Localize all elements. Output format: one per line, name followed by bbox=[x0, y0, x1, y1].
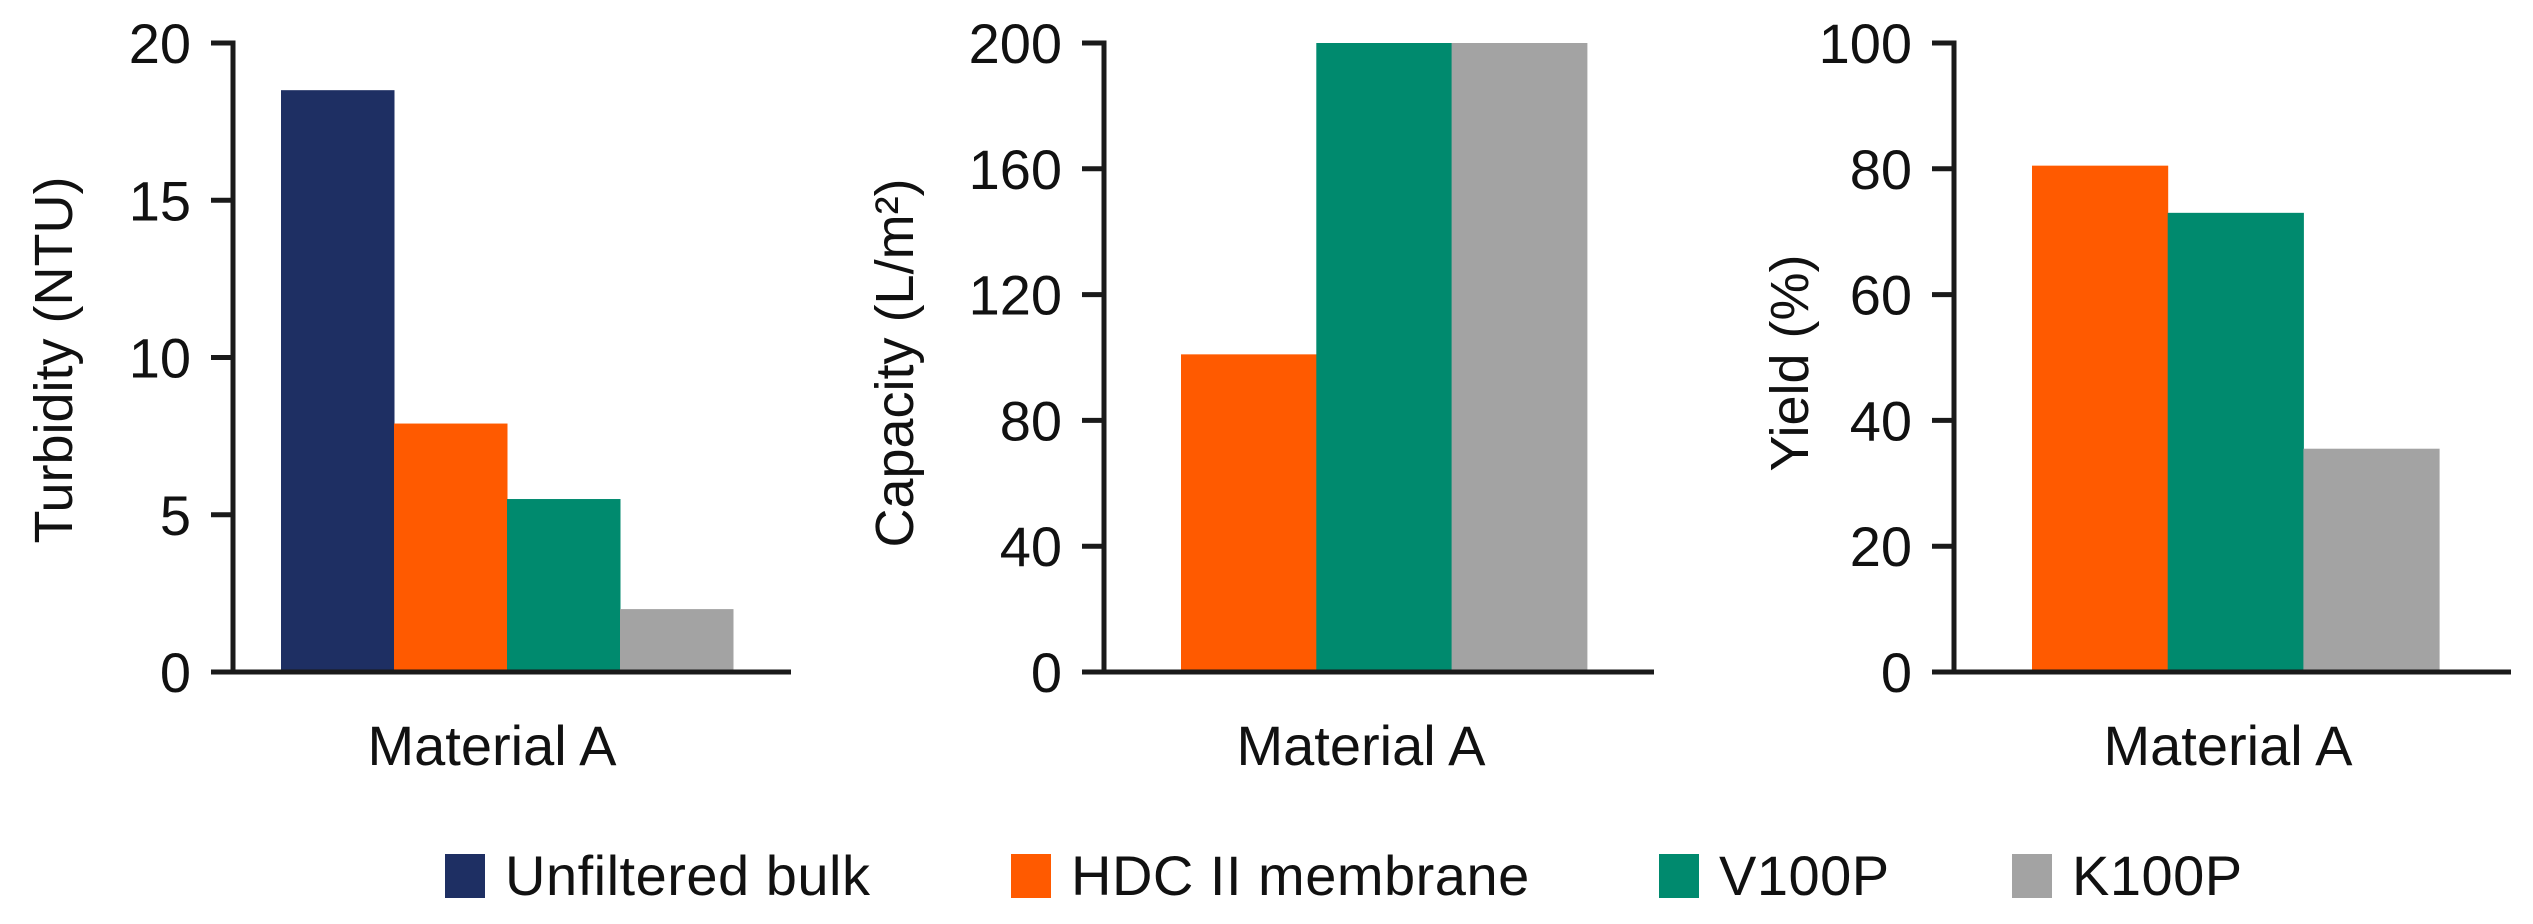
legend: Unfiltered bulk HDC II membrane V100P K1… bbox=[0, 846, 2533, 906]
bar-k100p bbox=[2303, 448, 2440, 672]
legend-swatch-k100p-icon bbox=[2012, 854, 2052, 898]
bar-v100p bbox=[507, 499, 621, 672]
legend-item-hdc-ii-membrane: HDC II membrane bbox=[1011, 846, 1530, 906]
y-axis-title: Capacity (L/m²) bbox=[865, 178, 925, 547]
x-category-label: Material A bbox=[1237, 714, 1487, 777]
y-tick-label: 0 bbox=[1881, 641, 1912, 704]
chart-panel-1: 0 5 10 15 20 Turbidity (NTU) Material A bbox=[24, 12, 791, 777]
y-tick-label: 5 bbox=[160, 484, 191, 547]
y-tick-label: 0 bbox=[160, 641, 191, 704]
y-tick-label: 20 bbox=[129, 12, 191, 75]
bar-unfiltered-bulk bbox=[281, 90, 395, 673]
legend-swatch-v100p-icon bbox=[1659, 854, 1699, 898]
y-tick-label: 160 bbox=[969, 138, 1062, 201]
y-tick-label: 40 bbox=[1000, 515, 1062, 578]
legend-label: K100P bbox=[2072, 844, 2243, 907]
chart-panel-3: 0 20 40 60 80 100 Yield (%) Material A bbox=[1760, 12, 2511, 777]
bar-k100p bbox=[620, 609, 734, 672]
y-tick-label: 200 bbox=[969, 12, 1062, 75]
x-category-label: Material A bbox=[2104, 714, 2354, 777]
y-axis-title: Turbidity (NTU) bbox=[24, 176, 84, 543]
bar-v100p bbox=[2167, 212, 2304, 672]
x-category-label: Material A bbox=[368, 714, 618, 777]
chart-panel-2: 0 40 80 120 160 200 Capacity (L/m²) Material A bbox=[865, 12, 1654, 777]
bar-hdc-ii-membrane bbox=[394, 423, 508, 672]
bar-k100p bbox=[1451, 43, 1588, 672]
legend-item-k100p: K100P bbox=[2012, 846, 2243, 906]
legend-swatch-unfiltered-bulk-icon bbox=[445, 854, 485, 898]
legend-label: Unfiltered bulk bbox=[505, 844, 871, 907]
y-tick-label: 10 bbox=[129, 327, 191, 390]
y-tick-label: 80 bbox=[1000, 389, 1062, 452]
bar-v100p bbox=[1316, 43, 1453, 672]
bar-hdc-ii-membrane bbox=[1181, 354, 1317, 672]
y-tick-label: 60 bbox=[1850, 264, 1912, 327]
y-tick-label: 100 bbox=[1819, 12, 1912, 75]
y-tick-label: 120 bbox=[969, 264, 1062, 327]
legend-swatch-hdc-ii-membrane-icon bbox=[1011, 854, 1051, 898]
y-tick-label: 20 bbox=[1850, 515, 1912, 578]
y-tick-label: 15 bbox=[129, 169, 191, 232]
legend-label: V100P bbox=[1719, 844, 1890, 907]
y-tick-label: 40 bbox=[1850, 389, 1912, 452]
legend-label: HDC II membrane bbox=[1071, 844, 1530, 907]
legend-item-v100p: V100P bbox=[1659, 846, 1890, 906]
bar-hdc-ii-membrane bbox=[2032, 165, 2169, 672]
y-tick-label: 80 bbox=[1850, 138, 1912, 201]
y-tick-label: 0 bbox=[1031, 641, 1062, 704]
y-axis-title: Yield (%) bbox=[1760, 254, 1820, 471]
legend-item-unfiltered-bulk: Unfiltered bulk bbox=[445, 846, 870, 906]
